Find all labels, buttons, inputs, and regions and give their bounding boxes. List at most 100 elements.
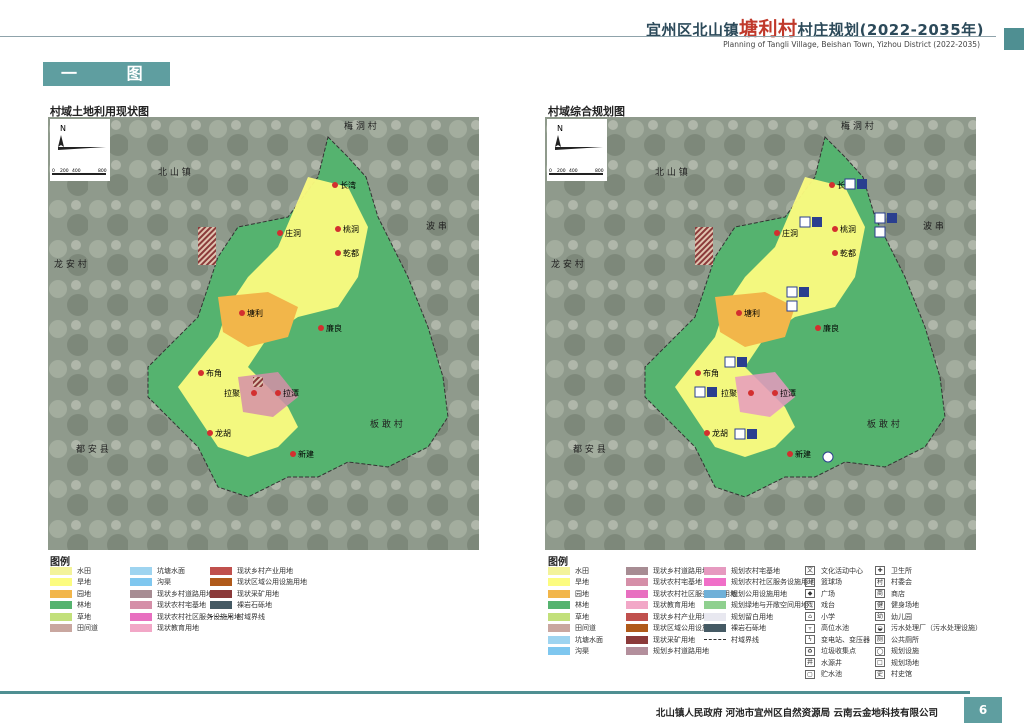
- legend-swatch: [626, 635, 648, 644]
- legend-label: 现状农村社区服务设施用地: [157, 612, 241, 621]
- legend-swatch: [50, 624, 72, 632]
- north-arrow-icon: [58, 135, 64, 147]
- facility-icon-cluster[interactable]: [694, 178, 897, 463]
- icon-legend-label: 文化活动中心: [821, 566, 863, 575]
- icon-legend-label: 贮水池: [821, 670, 842, 678]
- village-marker[interactable]: 拉聚: [224, 388, 257, 398]
- legend-item: 草地: [50, 612, 91, 621]
- village-marker[interactable]: 新建: [290, 449, 314, 459]
- legend-label: 规划农村社区服务设施用地: [731, 578, 815, 586]
- legend-swatch: [704, 639, 726, 640]
- legend-label: 现状乡村产业用地: [237, 566, 293, 575]
- left-legend: 水田 旱地 园地 林地 草地 田间道 坑塘水面 沟渠 现状乡村道路用地 现状农村宅基地 现状农村社区…: [50, 566, 307, 646]
- facility-icon: ◆: [805, 589, 815, 598]
- village-marker[interactable]: 廉良: [318, 323, 342, 333]
- village-marker[interactable]: 拉潭: [772, 388, 796, 398]
- legend-item: 现状区域公用设施用地: [210, 578, 307, 587]
- svg-text:拉潭: 拉潭: [283, 388, 299, 398]
- legend-item: 旱地: [548, 578, 589, 587]
- legend-label: 现状采矿用地: [653, 635, 695, 644]
- icon-legend-item: ◯ 规划设施: [875, 646, 919, 656]
- village-marker[interactable]: 乾都: [335, 248, 359, 258]
- facility-icon: ✚: [875, 566, 885, 575]
- legend-label: 现状乡村道路用地: [653, 566, 709, 575]
- svg-text:乾都: 乾都: [840, 248, 856, 258]
- legend-swatch: [50, 601, 72, 609]
- legend-label: 田间道: [77, 624, 98, 632]
- facility-icon: 商: [875, 589, 885, 598]
- legend-swatch: [626, 612, 648, 621]
- village-marker[interactable]: 庄洞: [277, 228, 301, 238]
- compass-needle-icon: [58, 147, 106, 150]
- legend-label: 现状教育用地: [653, 601, 695, 609]
- village-marker[interactable]: 塘利: [736, 308, 760, 318]
- legend-swatch: [548, 624, 570, 632]
- legend-item: 现状乡村产业用地: [210, 566, 293, 575]
- svg-text:廉良: 廉良: [823, 323, 839, 333]
- village-marker[interactable]: 龙胡: [207, 428, 231, 438]
- icon-legend-label: 戏台: [821, 601, 835, 609]
- left-map[interactable]: N 0 200 400 800 梅 洞 村 北 山 镇 波 串 龙 安 村 板 …: [48, 117, 479, 550]
- village-marker[interactable]: 拉聚: [721, 388, 754, 398]
- page-number: 6: [964, 697, 1002, 723]
- compass-needle-icon: [555, 147, 603, 150]
- icon-legend-label: 村史馆: [891, 670, 912, 678]
- legend-swatch: [626, 566, 648, 575]
- facility-icon: 文: [805, 566, 815, 575]
- icon-legend-label: 规划场地: [891, 658, 919, 667]
- village-marker[interactable]: 布角: [695, 368, 719, 378]
- village-marker[interactable]: 拉潭: [275, 388, 299, 398]
- legend-swatch: [50, 589, 72, 598]
- legend-item: 田间道: [50, 624, 98, 633]
- village-marker[interactable]: 长湾: [332, 180, 356, 190]
- right-map-title: 村域综合规划图: [548, 105, 625, 118]
- right-map[interactable]: N 0 200 400 800 梅 洞 村 北 山 镇 波 串 龙 安 村 板 …: [545, 117, 976, 550]
- icon-legend-label: 幼儿园: [891, 612, 912, 621]
- legend-item: 现状教育用地: [626, 601, 695, 610]
- village-marker[interactable]: 龙胡: [704, 428, 728, 438]
- icon-legend-label: 健身场地: [891, 601, 919, 609]
- legend-swatch: [210, 616, 232, 617]
- facility-icon: 健: [875, 600, 885, 610]
- legend-item: 沟渠: [130, 578, 171, 587]
- village-marker[interactable]: 桃洞: [832, 224, 856, 234]
- village-marker[interactable]: 桃洞: [335, 224, 359, 234]
- svg-text:长湾: 长湾: [340, 180, 356, 190]
- legend-label: 旱地: [77, 578, 91, 586]
- legend-swatch: [50, 612, 72, 621]
- village-marker[interactable]: 布角: [198, 368, 222, 378]
- legend-item: 现状采矿用地: [210, 589, 279, 598]
- village-marker[interactable]: 乾都: [832, 248, 856, 258]
- icon-legend-label: 变电站、变压器: [821, 635, 870, 644]
- legend-item: 现状教育用地: [130, 624, 199, 633]
- neighbor-label: 板 敢 村: [867, 418, 900, 430]
- title-village-name: 塘利村: [739, 18, 798, 40]
- legend-label: 草地: [575, 612, 589, 621]
- village-marker[interactable]: 廉良: [815, 323, 839, 333]
- legend-label: 水田: [77, 566, 91, 575]
- icon-legend-item: ϟ 变电站、变压器: [805, 635, 870, 644]
- svg-text:龙胡: 龙胡: [712, 428, 728, 438]
- legend-swatch: [130, 566, 152, 575]
- planned-homestead-zone: [735, 372, 795, 417]
- facility-icon: ◒: [875, 623, 885, 633]
- icon-legend-item: ▢ 贮水池: [805, 669, 842, 679]
- svg-text:拉聚: 拉聚: [721, 388, 737, 398]
- legend-swatch: [626, 578, 648, 586]
- neighbor-label: 都 安 县: [573, 443, 606, 455]
- legend-item: 现状乡村产业用地: [626, 612, 709, 621]
- legend-swatch: [626, 647, 648, 655]
- legend-item: 现状乡村道路用地: [626, 566, 709, 575]
- svg-text:塘利: 塘利: [247, 308, 263, 318]
- legend-label: 坑塘水面: [157, 566, 185, 575]
- legend-label: 坑塘水面: [575, 635, 603, 644]
- legend-label: 园地: [575, 589, 589, 598]
- footer-rule: [0, 691, 970, 694]
- village-marker[interactable]: 新建: [787, 449, 811, 459]
- legend-item: 旱地: [50, 578, 91, 587]
- facility-icon: ◯: [875, 646, 885, 656]
- left-map-title: 村域土地利用现状图: [50, 105, 149, 118]
- right-map-canvas: N 0 200 400 800 梅 洞 村 北 山 镇 波 串 龙 安 村 板 …: [545, 117, 976, 550]
- village-marker[interactable]: 庄洞: [774, 228, 798, 238]
- village-marker[interactable]: 塘利: [239, 308, 263, 318]
